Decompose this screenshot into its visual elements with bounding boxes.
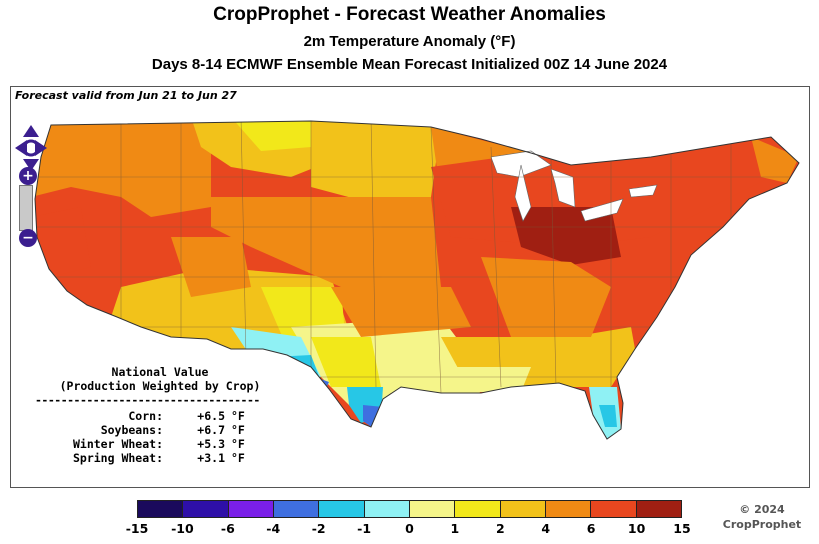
crop-unit: °F: [231, 451, 245, 465]
crop-row: Soybeans: +6.7 °F: [35, 423, 285, 437]
page-title: CropProphet - Forecast Weather Anomalies: [213, 4, 606, 25]
anomaly-map[interactable]: Forecast valid from Jun 21 to Jun 27 + −…: [10, 86, 810, 488]
legend-swatch: [591, 501, 637, 517]
legend-swatch: [500, 501, 546, 517]
legend-tick-label: 2: [495, 521, 505, 536]
crop-unit: °F: [231, 409, 245, 423]
crop-value: +5.3: [197, 437, 225, 451]
legend-swatch: [545, 501, 592, 517]
crop-name: Spring Wheat:: [72, 451, 163, 465]
crop-value: +6.7: [197, 423, 225, 437]
legend-tick-label: 1: [450, 521, 460, 536]
legend-swatch: [183, 501, 229, 517]
legend-swatch: [455, 501, 501, 517]
zoom-in-button[interactable]: +: [19, 167, 37, 185]
crop-unit: °F: [231, 423, 245, 437]
forecast-description: Days 8-14 ECMWF Ensemble Mean Forecast I…: [151, 56, 668, 73]
legend-tick-label: -4: [266, 521, 281, 536]
legend-swatch: [273, 501, 320, 517]
crop-unit: °F: [231, 437, 245, 451]
us-map-svg: [11, 87, 809, 487]
legend-tick-label: -1: [357, 521, 372, 536]
national-heading: National Value: [111, 365, 209, 379]
crop-value: +6.5: [197, 409, 225, 423]
us-outline: [34, 120, 800, 440]
legend-swatch: [364, 501, 410, 517]
anomaly-fill: [35, 121, 799, 439]
color-legend-bar: [137, 500, 682, 518]
crop-name: Winter Wheat:: [72, 437, 163, 451]
zoom-slider[interactable]: [19, 185, 33, 231]
legend-tick-label: -2: [311, 521, 326, 536]
legend-swatch: [319, 501, 365, 517]
legend-tick-label: 15: [673, 521, 691, 536]
crop-row: Spring Wheat: +3.1 °F: [35, 451, 285, 465]
copyright-owner: CropProphet: [722, 518, 802, 531]
legend-swatch: [409, 501, 456, 517]
copyright-notice: © 2024 CropProphet: [717, 502, 807, 532]
legend-swatch: [636, 501, 681, 517]
legend-tick-label: -10: [171, 521, 194, 536]
legend-tick-label: -15: [125, 521, 149, 536]
map-subtitle: 2m Temperature Anomaly (°F): [303, 33, 516, 50]
legend-tick-label: 0: [405, 521, 414, 536]
forecast-valid-text: Forecast valid from Jun 21 to Jun 27: [15, 89, 237, 102]
crop-row: Corn: +6.5 °F: [35, 409, 285, 423]
national-value-panel: National Value (Production Weighted by C…: [35, 365, 285, 465]
state-borders: [35, 121, 799, 394]
crop-name: Corn:: [128, 409, 163, 423]
legend-tick-label: 6: [586, 521, 596, 536]
legend-tick-label: 4: [541, 521, 551, 536]
legend-swatch: [228, 501, 274, 517]
national-subheading: (Production Weighted by Crop): [59, 379, 261, 393]
crop-name: Soybeans:: [100, 423, 163, 437]
pan-control-icon[interactable]: [13, 123, 49, 173]
legend-tick-label: -6: [220, 521, 235, 536]
map-navigation: [13, 123, 49, 178]
legend-tick-label: 10: [627, 521, 646, 536]
copyright-year: © 2024: [739, 503, 785, 516]
legend-swatch: [138, 501, 184, 517]
divider: -----------------------------------: [35, 395, 260, 405]
crop-value: +3.1: [197, 451, 225, 465]
crop-row: Winter Wheat: +5.3 °F: [35, 437, 285, 451]
zoom-out-button[interactable]: −: [19, 229, 37, 247]
color-legend-labels: -15 -10 -6 -4 -2 -1 0 1 2 4 6 10 15: [126, 521, 691, 537]
